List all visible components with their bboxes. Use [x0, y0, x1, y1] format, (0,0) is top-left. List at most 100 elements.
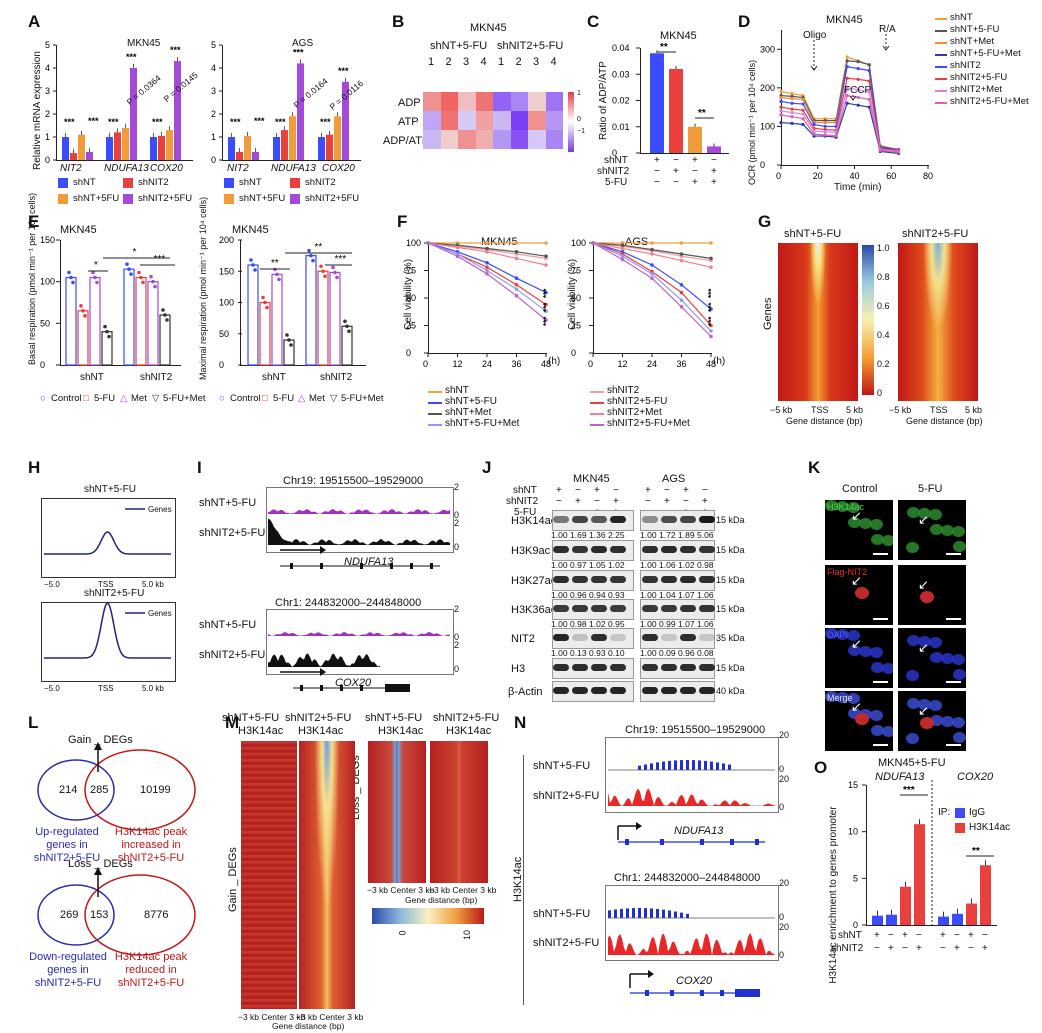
n-y-1: 20	[779, 730, 790, 740]
n-track-2a: shNT+5-FU	[533, 908, 591, 920]
a-bar	[273, 137, 280, 160]
b-col-label: 4	[480, 56, 487, 68]
n-peak-bar	[650, 763, 653, 770]
j-band	[591, 546, 607, 553]
o-sign: +	[968, 930, 974, 941]
f-legend-label: shNIT2+5-FU	[607, 396, 668, 407]
e-point	[311, 258, 315, 263]
d-marker-head	[810, 65, 818, 71]
d-point	[790, 110, 794, 115]
j-band	[661, 664, 677, 671]
f-point	[544, 241, 548, 245]
d-point	[867, 79, 871, 83]
e-legend-label: Control	[51, 393, 82, 404]
b-heat-cell	[493, 130, 511, 149]
o-sign: −	[968, 943, 974, 954]
f-legend-line	[590, 402, 604, 404]
d-legend-line	[935, 42, 947, 44]
h-legend-1: Genes	[148, 505, 172, 514]
o-bar	[872, 915, 883, 925]
j-quant: 1.06	[697, 619, 714, 629]
k-image-dapi: DAPI ↙	[825, 628, 893, 688]
k-arrow: ↙	[918, 703, 929, 718]
j-band	[642, 605, 658, 612]
l-venn-right	[84, 749, 196, 831]
k-row-label: Merge	[827, 693, 853, 703]
d-point	[801, 108, 805, 112]
d-legend-line	[935, 90, 947, 92]
c-sig: **	[698, 108, 706, 119]
g-tick-1a: −5 kb	[770, 405, 793, 415]
j-quant: 1.07	[678, 619, 695, 629]
l-num-1a: 214	[59, 784, 78, 796]
a-sig: ***	[275, 117, 286, 127]
k-arrow: ↙	[918, 512, 929, 527]
d-point	[801, 102, 805, 106]
e-point	[253, 268, 257, 272]
d-point	[812, 132, 816, 136]
n-peak-bar	[638, 908, 641, 918]
e-point	[321, 269, 325, 274]
e-axes-1	[60, 240, 181, 366]
a-bar	[158, 135, 165, 160]
e2-legend-marker: □	[262, 393, 268, 404]
n-frame-1	[605, 737, 779, 813]
k-scalebar	[946, 618, 961, 620]
j-band	[610, 664, 626, 671]
f-xunit-1: (h)	[548, 356, 561, 367]
o-row-shnit2: shNIT2	[831, 943, 864, 954]
f-point	[709, 241, 713, 245]
f-point	[485, 265, 489, 270]
a-bar	[252, 151, 259, 160]
e-legend-marker: □	[83, 393, 89, 404]
a-leg-sw1	[58, 178, 68, 188]
d-point	[878, 148, 882, 152]
n-coord-2: Chr1: 244832000–244848000	[614, 872, 761, 884]
d-legend-label: shNT	[950, 12, 973, 23]
e-sig: **	[315, 242, 323, 253]
o-bar	[886, 914, 897, 925]
i-track-2a: shNT+5-FU	[199, 619, 257, 631]
g-tick-2c: 5 kb	[965, 405, 983, 415]
e-point	[149, 274, 153, 279]
i-exon	[360, 563, 363, 569]
f-sig: ***	[542, 316, 551, 326]
k-nucleus	[941, 716, 954, 727]
f-tick-label: 0	[571, 348, 576, 358]
m-xticks-2: −3 kb Center 3 kb	[296, 1012, 364, 1022]
f-title-1: MKN45	[481, 236, 518, 248]
d-point	[845, 93, 849, 98]
d-point	[801, 112, 805, 116]
f-sig: ***	[707, 288, 716, 298]
e-point	[107, 334, 111, 339]
panel-letter-a: A	[28, 12, 41, 31]
g-xlabel-2: Gene distance (bp)	[906, 416, 983, 426]
d-point	[897, 150, 901, 154]
d-point	[790, 115, 794, 119]
e-group-2b: shNIT2	[320, 372, 353, 383]
j-quant: 1.05	[589, 560, 606, 570]
j-row-shnit2: shNIT2	[506, 496, 539, 507]
m-head-1: shNT+5-FU	[222, 712, 280, 724]
k-scalebar	[946, 681, 961, 683]
k-nucleus	[871, 662, 884, 673]
n-peak-bar	[680, 912, 683, 918]
k-arrow: ↙	[918, 640, 929, 655]
d-legend-line	[935, 54, 947, 56]
a2-leg-sw1	[224, 178, 234, 188]
j-quant: 1.36	[589, 530, 606, 540]
f-point	[679, 283, 684, 287]
a-bar	[150, 137, 157, 160]
n-exon	[755, 839, 759, 845]
j-band	[610, 516, 626, 523]
f-point	[455, 254, 460, 258]
d-point	[779, 90, 783, 94]
j-sign: +	[702, 496, 708, 507]
f-lines: 0 25 50 75 100 0 12 24 36 48 *** *** *** 0 25 50 75 100 0 1…	[406, 238, 716, 369]
l-title-2: Loss _ DEGs	[68, 858, 133, 870]
f-point	[485, 268, 489, 273]
j-quant: 1.06	[659, 560, 676, 570]
c-axes	[640, 48, 729, 154]
a2-leg-2: shNIT2	[305, 177, 336, 188]
a-tick-label: 2	[45, 109, 50, 119]
